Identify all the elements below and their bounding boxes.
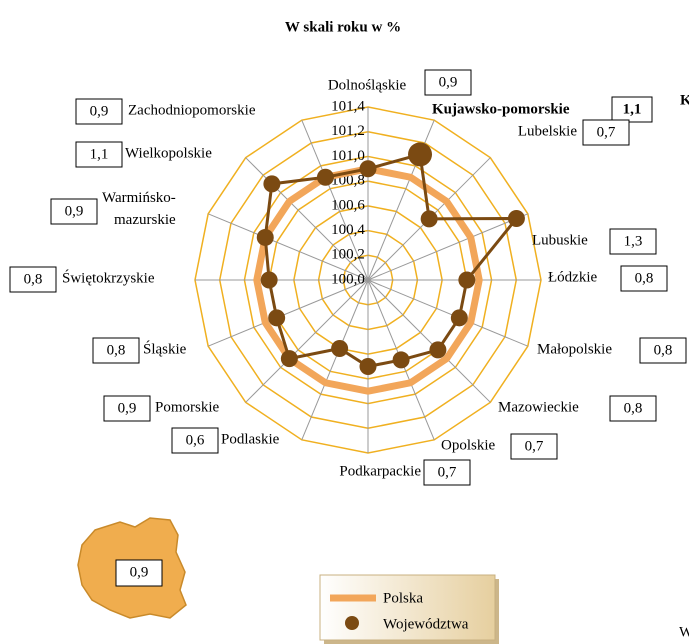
value-box bbox=[424, 69, 472, 96]
legend-label: Województwa bbox=[383, 616, 469, 632]
category-label: Małopolskie bbox=[537, 341, 612, 357]
region-dot bbox=[256, 228, 274, 246]
value-label: 0,8 bbox=[24, 271, 43, 287]
value-label: 0,8 bbox=[624, 400, 643, 416]
legend-label: Polska bbox=[383, 590, 423, 606]
y-tick-label: 100,2 bbox=[331, 247, 365, 263]
value-box bbox=[103, 395, 151, 422]
chart-title: W skali roku w % bbox=[285, 19, 401, 35]
value-box bbox=[611, 96, 653, 123]
value-label: 0,8 bbox=[107, 342, 126, 358]
region-dot bbox=[359, 160, 377, 178]
value-box bbox=[582, 119, 630, 146]
spoke bbox=[207, 213, 369, 281]
value-box bbox=[609, 395, 657, 422]
spoke bbox=[367, 279, 491, 403]
cut-text: K bbox=[680, 92, 689, 108]
region-dot bbox=[263, 175, 281, 193]
region-dot bbox=[359, 358, 377, 375]
value-box bbox=[75, 98, 123, 125]
value-label: 0,7 bbox=[597, 124, 616, 140]
spoke bbox=[207, 279, 369, 347]
category-label: Łódzkie bbox=[548, 269, 597, 285]
value-label: 0,8 bbox=[654, 342, 673, 358]
value-label: 0,9 bbox=[439, 74, 458, 90]
category-label: Podlaskie bbox=[221, 431, 280, 447]
value-label: 0,6 bbox=[186, 432, 205, 448]
map-label: 0,9 bbox=[130, 564, 149, 580]
value-box bbox=[639, 337, 687, 364]
category-label: Kujawsko-pomorskie bbox=[432, 101, 570, 117]
value-label: 1,1 bbox=[90, 146, 109, 162]
value-box bbox=[171, 427, 219, 454]
category-label: Warmińsko-mazurskie bbox=[102, 190, 176, 228]
region-dot bbox=[316, 168, 334, 186]
category-label: Pomorskie bbox=[155, 399, 220, 415]
spoke bbox=[367, 279, 529, 347]
region-dot bbox=[458, 271, 476, 289]
legend bbox=[319, 574, 496, 641]
value-label: 0,7 bbox=[525, 438, 544, 454]
value-box bbox=[115, 559, 163, 587]
spoke bbox=[301, 279, 369, 441]
value-label: 0,9 bbox=[90, 103, 109, 119]
value-label: 0,7 bbox=[438, 464, 457, 480]
spoke bbox=[301, 119, 369, 281]
region-dot bbox=[450, 309, 468, 327]
value-box bbox=[423, 459, 471, 486]
category-label: Podkarpackie bbox=[339, 463, 421, 479]
legend-swatch bbox=[345, 616, 359, 630]
value-box bbox=[9, 266, 57, 293]
region-dot bbox=[331, 339, 349, 357]
value-label: 0,9 bbox=[118, 400, 137, 416]
category-label: Śląskie bbox=[143, 340, 187, 357]
region-dot bbox=[392, 351, 410, 369]
category-label: Zachodniopomorskie bbox=[128, 102, 256, 118]
y-tick-label: 101,0 bbox=[331, 148, 365, 164]
y-tick-label: 100,6 bbox=[331, 197, 365, 213]
value-box bbox=[620, 265, 668, 292]
value-box bbox=[609, 228, 657, 255]
category-label: Świętokrzyskie bbox=[62, 269, 155, 286]
polska-line bbox=[253, 165, 483, 395]
y-tick-label: 101,2 bbox=[331, 123, 365, 139]
region-dot bbox=[268, 309, 286, 327]
category-label: Dolnośląskie bbox=[328, 77, 407, 93]
value-label: 1,3 bbox=[624, 233, 643, 249]
cut-text: W bbox=[679, 624, 689, 640]
spoke bbox=[367, 213, 529, 281]
value-box bbox=[75, 141, 123, 168]
value-label: 0,8 bbox=[635, 270, 654, 286]
category-label: Lubuskie bbox=[532, 232, 588, 248]
y-tick-label: 100,4 bbox=[331, 222, 365, 238]
spoke bbox=[245, 279, 369, 403]
y-tick-label: 101,4 bbox=[331, 98, 365, 114]
region-dot bbox=[507, 210, 525, 228]
category-label: Mazowieckie bbox=[498, 399, 579, 415]
category-label: Lubelskie bbox=[518, 123, 577, 139]
category-label: Opolskie bbox=[441, 437, 496, 453]
region-dot bbox=[260, 271, 278, 289]
region-dot bbox=[408, 142, 433, 167]
value-box bbox=[92, 337, 140, 364]
region-dot bbox=[429, 341, 447, 359]
value-label: 1,1 bbox=[623, 101, 642, 117]
region-dot bbox=[280, 350, 298, 368]
value-box bbox=[50, 198, 98, 225]
value-box bbox=[510, 433, 558, 460]
value-label: 0,9 bbox=[65, 203, 84, 219]
category-label: Wielkopolskie bbox=[125, 145, 212, 161]
y-tick-label: 100,0 bbox=[331, 271, 365, 287]
region-dot bbox=[420, 210, 438, 228]
